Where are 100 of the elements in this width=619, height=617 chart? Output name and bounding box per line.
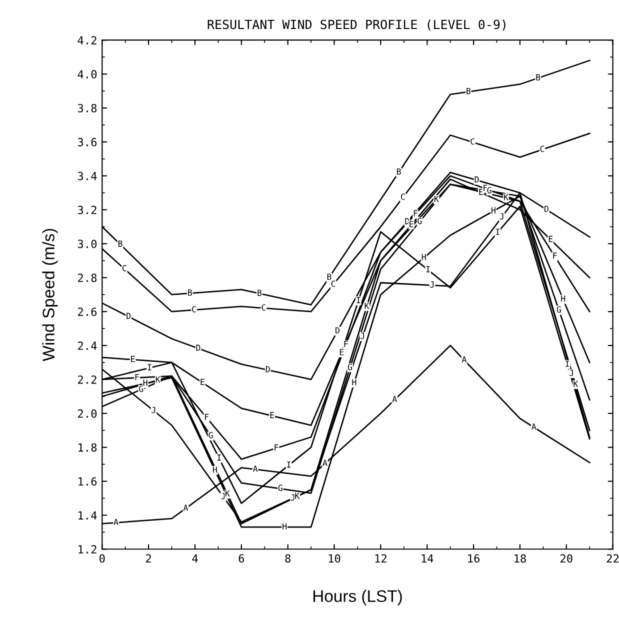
series-label: I bbox=[217, 454, 221, 461]
text: K bbox=[504, 194, 509, 200]
series-label: B bbox=[536, 74, 540, 80]
text: F bbox=[484, 184, 488, 191]
x-tick-label: 10 bbox=[328, 554, 340, 563]
x-tick-label: 14 bbox=[422, 554, 434, 562]
y-tick-label: 2.4 bbox=[78, 342, 97, 350]
y-tick-label: 1.6 bbox=[78, 477, 97, 486]
text: F bbox=[135, 374, 139, 380]
text: D bbox=[336, 327, 340, 334]
y-tick-label: 3.0 bbox=[78, 240, 97, 248]
text: I bbox=[566, 360, 569, 367]
text: B bbox=[327, 274, 332, 280]
text: G bbox=[139, 386, 144, 392]
text: B bbox=[396, 168, 401, 175]
text: I bbox=[148, 364, 152, 370]
text: H bbox=[422, 254, 426, 260]
x-tick-label: 0 bbox=[100, 554, 105, 563]
y-tick-label: 3.8 bbox=[78, 104, 97, 112]
x-tick-label: 12 bbox=[375, 554, 386, 562]
text: A bbox=[114, 518, 118, 525]
text: E bbox=[548, 236, 553, 242]
text: G bbox=[487, 187, 492, 194]
text: B bbox=[258, 290, 262, 296]
text: H bbox=[352, 379, 356, 386]
text: K bbox=[574, 380, 578, 387]
series-label: C bbox=[331, 280, 336, 287]
text: A bbox=[462, 356, 467, 362]
y-tick-label: 2.8 bbox=[78, 274, 97, 282]
series-label: A bbox=[392, 396, 397, 402]
text: K bbox=[295, 492, 300, 499]
text: A bbox=[322, 460, 328, 466]
text: E bbox=[410, 221, 414, 228]
text: H bbox=[282, 523, 287, 530]
text: F bbox=[205, 414, 209, 420]
text: G bbox=[556, 306, 561, 313]
text: C bbox=[401, 194, 405, 200]
text: J bbox=[360, 332, 364, 339]
series-label: F bbox=[344, 340, 348, 347]
text: I bbox=[356, 297, 360, 304]
y-tick-label: 2.2 bbox=[78, 375, 96, 384]
y-tick-label: 2.6 bbox=[78, 308, 97, 316]
text: J bbox=[569, 370, 573, 376]
text: E bbox=[200, 378, 204, 385]
text: J bbox=[221, 493, 225, 500]
text: I bbox=[496, 228, 500, 235]
series-label: J bbox=[290, 494, 294, 501]
text: K bbox=[364, 302, 370, 309]
text: I bbox=[426, 266, 430, 272]
text: F bbox=[553, 252, 557, 259]
series-label: H bbox=[212, 466, 217, 473]
x-tick-label: 22 bbox=[606, 554, 619, 562]
series-label: K bbox=[156, 376, 160, 382]
y-tick-label: 1.4 bbox=[78, 511, 97, 520]
x-tick-label: 2 bbox=[146, 554, 151, 562]
text: E bbox=[270, 412, 274, 418]
x-axis-title: Hours (LST) bbox=[313, 590, 402, 606]
text: D bbox=[544, 206, 548, 212]
series-label: E bbox=[479, 188, 483, 195]
y-tick-label: 2.0 bbox=[78, 409, 97, 418]
y-tick-label: 4.0 bbox=[78, 70, 97, 78]
text: E bbox=[340, 349, 344, 356]
text: C bbox=[540, 146, 544, 152]
text: B bbox=[188, 290, 192, 296]
text: K bbox=[226, 490, 230, 496]
text: K bbox=[434, 196, 439, 202]
text: B bbox=[118, 240, 122, 247]
x-tick-label: 18 bbox=[514, 554, 526, 563]
text: J bbox=[500, 213, 504, 220]
y-axis-title: Wind Speed (m/s) bbox=[42, 228, 58, 362]
x-tick-label: 6 bbox=[238, 554, 244, 563]
y-tick-label: 3.2 bbox=[78, 206, 96, 214]
text: H bbox=[561, 296, 566, 302]
text: D bbox=[266, 366, 270, 372]
text: F bbox=[274, 444, 278, 450]
x-tick-label: 20 bbox=[560, 554, 572, 563]
series-label: G bbox=[418, 218, 422, 224]
text: C bbox=[470, 138, 474, 145]
y-tick-label: 3.4 bbox=[78, 172, 97, 180]
chart-title: RESULTANT WIND SPEED PROFILE (LEVEL 0-9) bbox=[208, 20, 506, 31]
text: C bbox=[262, 304, 266, 311]
y-tick-label: 3.6 bbox=[78, 138, 97, 146]
text: A bbox=[252, 466, 258, 472]
x-tick-label: 8 bbox=[285, 554, 290, 563]
text: G bbox=[278, 484, 282, 492]
text: H bbox=[492, 207, 496, 214]
text: D bbox=[126, 312, 131, 319]
text: F bbox=[414, 210, 418, 216]
text: C bbox=[122, 265, 126, 272]
text: J bbox=[152, 406, 156, 414]
y-tick-label: 1.2 bbox=[78, 545, 96, 554]
x-tick-label: 16 bbox=[468, 554, 480, 563]
text: A bbox=[183, 504, 188, 511]
text: C bbox=[192, 306, 196, 312]
text: J bbox=[430, 282, 434, 288]
text: G bbox=[348, 364, 352, 370]
text: I bbox=[287, 461, 290, 468]
text: A bbox=[532, 424, 536, 430]
text: D bbox=[474, 176, 479, 183]
text: E bbox=[131, 356, 135, 362]
